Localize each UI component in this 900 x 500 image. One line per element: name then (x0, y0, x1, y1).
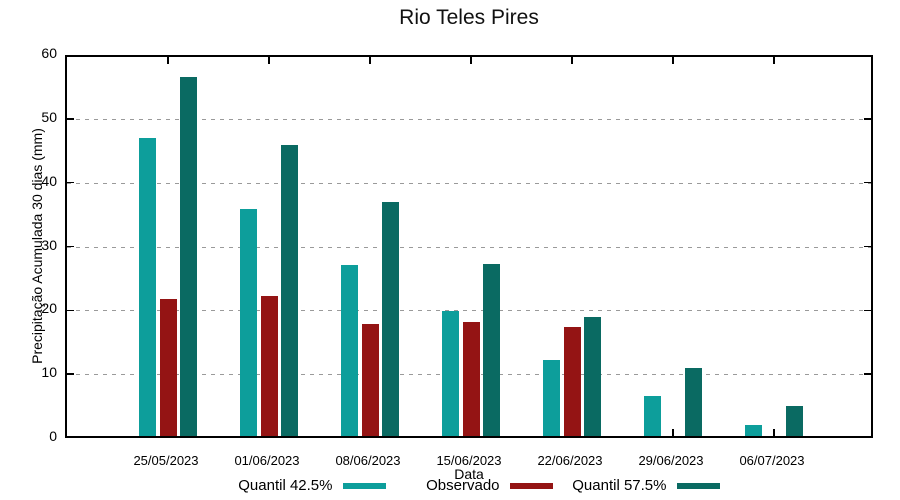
bar-quantil-57.5--25-05-2023 (180, 76, 197, 436)
y-tick-label-60: 60 (41, 45, 57, 61)
y-tick-label-10: 10 (41, 364, 57, 381)
y-tick-right-10 (864, 373, 871, 375)
bar-quantil-42.5--06-07-2023 (745, 425, 762, 436)
x-tick-top-6 (773, 57, 775, 64)
y-gridline-30 (67, 246, 871, 248)
y-tick-right-20 (864, 309, 871, 312)
chart-title: Rio Teles Pires (399, 6, 539, 29)
y-gridline-50 (67, 118, 871, 120)
legend-entry-quantil-57.5-: Quantil 57.5% (553, 477, 720, 494)
legend-swatch (342, 482, 386, 489)
bar-quantil-57.5--08-06-2023 (382, 202, 399, 436)
legend-label: Quantil 42.5% (238, 477, 333, 494)
legend-entry-quantil-42.5-: Quantil 42.5% (219, 477, 386, 494)
y-tick-right-50 (864, 118, 871, 120)
x-tick-top-3 (470, 57, 472, 64)
bar-observado-22-06-2023 (563, 326, 581, 436)
x-tick-bottom-6 (773, 429, 775, 436)
x-tick-label-5: 29/06/2023 (638, 453, 704, 468)
y-tick-label-50: 50 (41, 108, 57, 125)
plot-area (65, 55, 873, 438)
y-gridline-40 (67, 182, 871, 184)
bar-quantil-57.5--22-06-2023 (584, 317, 601, 436)
x-tick-label-6: 06/07/2023 (739, 453, 805, 468)
bar-quantil-42.5--22-06-2023 (543, 360, 560, 436)
x-tick-label-2: 08/06/2023 (335, 453, 401, 468)
x-tick-label-0: 25/05/2023 (133, 453, 199, 468)
x-tick-top-4 (571, 57, 573, 64)
y-tick-right-40 (864, 181, 871, 184)
y-tick-left-20 (67, 309, 74, 312)
legend-swatch (509, 482, 553, 489)
bar-observado-01-06-2023 (260, 296, 278, 436)
y-tick-label-20: 20 (41, 300, 57, 317)
bar-quantil-57.5--15-06-2023 (483, 263, 500, 436)
legend: Quantil 42.5% Observado Quantil 57.5% (65, 477, 873, 494)
y-tick-label-40: 40 (41, 172, 57, 189)
y-gridline-20 (67, 310, 871, 312)
legend-label: Quantil 57.5% (572, 477, 667, 494)
x-tick-label-4: 22/06/2023 (537, 453, 603, 468)
legend-swatch (676, 482, 720, 489)
y-tick-label-30: 30 (41, 236, 57, 253)
bar-observado-08-06-2023 (361, 323, 379, 436)
x-tick-top-0 (167, 57, 169, 64)
y-tick-label-0: 0 (49, 428, 57, 444)
x-tick-bottom-5 (672, 429, 674, 436)
x-axis-label: Data (454, 466, 484, 482)
bar-quantil-42.5--29-06-2023 (644, 395, 661, 436)
bar-quantil-42.5--15-06-2023 (442, 310, 459, 436)
bar-observado-15-06-2023 (462, 321, 480, 436)
x-tick-label-3: 15/06/2023 (436, 453, 502, 468)
legend-label: Observado (426, 477, 500, 494)
bar-quantil-42.5--01-06-2023 (240, 208, 257, 436)
legend-entry-observado: Observado (386, 477, 553, 494)
x-tick-top-1 (268, 57, 270, 64)
y-tick-left-30 (67, 245, 74, 248)
x-tick-top-5 (672, 57, 674, 64)
bar-quantil-42.5--08-06-2023 (341, 264, 358, 436)
bar-quantil-42.5--25-05-2023 (139, 137, 156, 436)
y-tick-left-50 (67, 118, 74, 120)
bar-quantil-57.5--06-07-2023 (786, 406, 803, 436)
y-tick-left-10 (67, 373, 74, 375)
y-tick-right-30 (864, 245, 871, 248)
bar-quantil-57.5--29-06-2023 (685, 368, 702, 436)
y-tick-left-40 (67, 181, 74, 184)
x-tick-label-1: 01/06/2023 (234, 453, 300, 468)
bar-observado-25-05-2023 (159, 299, 177, 436)
x-tick-top-2 (369, 57, 371, 64)
bar-quantil-57.5--01-06-2023 (281, 144, 298, 436)
